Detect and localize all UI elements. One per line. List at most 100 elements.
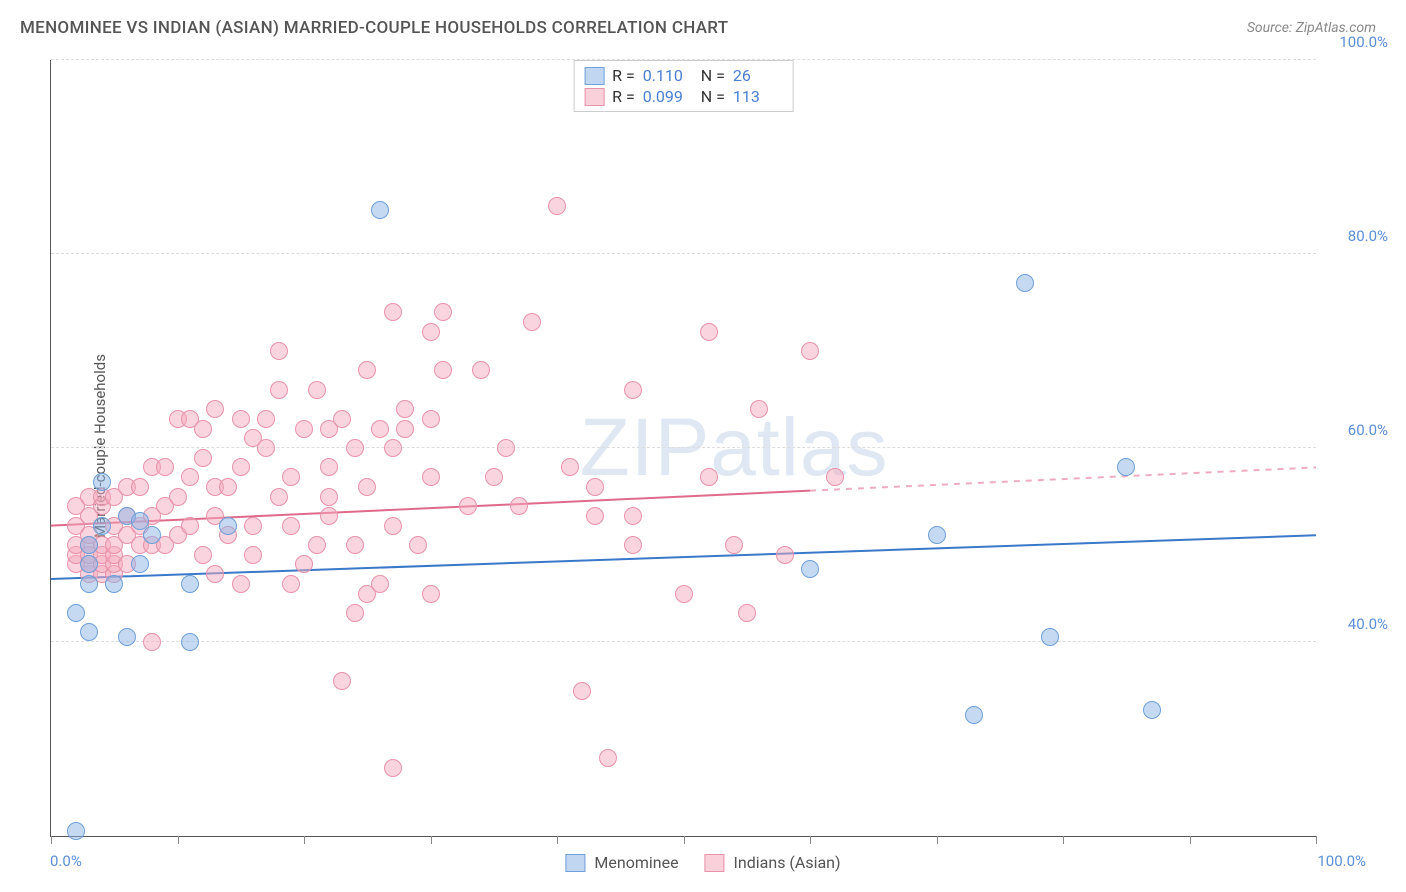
data-point: [219, 517, 237, 535]
data-point: [181, 517, 199, 535]
data-point: [320, 488, 338, 506]
legend-swatch: [705, 854, 725, 872]
data-point: [105, 575, 123, 593]
data-point: [624, 536, 642, 554]
x-tick: [1316, 836, 1317, 844]
data-point: [93, 517, 111, 535]
data-point: [1117, 458, 1135, 476]
legend-label: Indians (Asian): [734, 853, 841, 872]
data-point: [561, 458, 579, 476]
data-point: [244, 546, 262, 564]
data-point: [599, 749, 617, 767]
data-point: [586, 478, 604, 496]
data-point: [586, 507, 604, 525]
x-tick: [304, 836, 305, 844]
data-point: [422, 585, 440, 603]
legend-label: Menominee: [594, 853, 678, 872]
data-point: [700, 323, 718, 341]
data-point: [409, 536, 427, 554]
data-point: [131, 555, 149, 573]
data-point: [219, 478, 237, 496]
data-point: [194, 546, 212, 564]
data-point: [371, 575, 389, 593]
x-tick: [1063, 836, 1064, 844]
data-point: [270, 342, 288, 360]
data-point: [169, 488, 187, 506]
data-point: [384, 303, 402, 321]
data-point: [801, 560, 819, 578]
y-tick-label: 40.0%: [1348, 615, 1388, 633]
data-point: [232, 575, 250, 593]
data-point: [776, 546, 794, 564]
data-point: [384, 439, 402, 457]
data-point: [422, 410, 440, 428]
data-point: [497, 439, 515, 457]
data-point: [80, 575, 98, 593]
data-point: [308, 381, 326, 399]
data-point: [282, 517, 300, 535]
data-point: [181, 468, 199, 486]
data-point: [750, 400, 768, 418]
data-point: [143, 633, 161, 651]
x-tick: [431, 836, 432, 844]
data-point: [80, 536, 98, 554]
data-point: [738, 604, 756, 622]
legend-item: Indians (Asian): [705, 853, 841, 872]
data-point: [384, 759, 402, 777]
data-point: [181, 633, 199, 651]
x-tick: [178, 836, 179, 844]
data-point: [232, 410, 250, 428]
data-point: [523, 313, 541, 331]
data-point: [384, 517, 402, 535]
data-point: [346, 536, 364, 554]
data-point: [181, 575, 199, 593]
data-point: [928, 526, 946, 544]
chart-title: MENOMINEE VS INDIAN (ASIAN) MARRIED-COUP…: [20, 18, 728, 38]
data-point: [93, 473, 111, 491]
data-point: [80, 623, 98, 641]
data-point: [206, 565, 224, 583]
data-point: [270, 381, 288, 399]
data-point: [422, 323, 440, 341]
data-point: [1016, 274, 1034, 292]
data-point: [548, 197, 566, 215]
data-point: [396, 400, 414, 418]
data-point: [320, 458, 338, 476]
data-point: [282, 575, 300, 593]
data-point: [257, 439, 275, 457]
data-point: [131, 478, 149, 496]
x-axis-min-label: 0.0%: [50, 852, 82, 870]
trend-lines: [51, 60, 1316, 836]
data-point: [965, 706, 983, 724]
data-point: [472, 361, 490, 379]
data-point: [422, 468, 440, 486]
y-tick-label: 80.0%: [1348, 227, 1388, 245]
data-point: [346, 604, 364, 622]
data-point: [206, 400, 224, 418]
data-point: [282, 468, 300, 486]
data-point: [333, 410, 351, 428]
x-tick: [557, 836, 558, 844]
data-point: [257, 410, 275, 428]
data-point: [1041, 628, 1059, 646]
data-point: [725, 536, 743, 554]
x-tick: [1190, 836, 1191, 844]
legend-swatch: [565, 854, 585, 872]
legend-item: Menominee: [565, 853, 678, 872]
data-point: [320, 507, 338, 525]
data-point: [156, 458, 174, 476]
data-point: [675, 585, 693, 603]
data-point: [131, 512, 149, 530]
data-point: [573, 682, 591, 700]
chart-container: MENOMINEE VS INDIAN (ASIAN) MARRIED-COUP…: [0, 0, 1406, 892]
data-point: [624, 381, 642, 399]
data-point: [434, 303, 452, 321]
data-point: [371, 420, 389, 438]
y-tick-label: 60.0%: [1348, 421, 1388, 439]
data-point: [396, 420, 414, 438]
data-point: [358, 361, 376, 379]
data-point: [346, 439, 364, 457]
bottom-legend: Menominee Indians (Asian): [565, 853, 840, 872]
data-point: [80, 555, 98, 573]
data-point: [801, 342, 819, 360]
